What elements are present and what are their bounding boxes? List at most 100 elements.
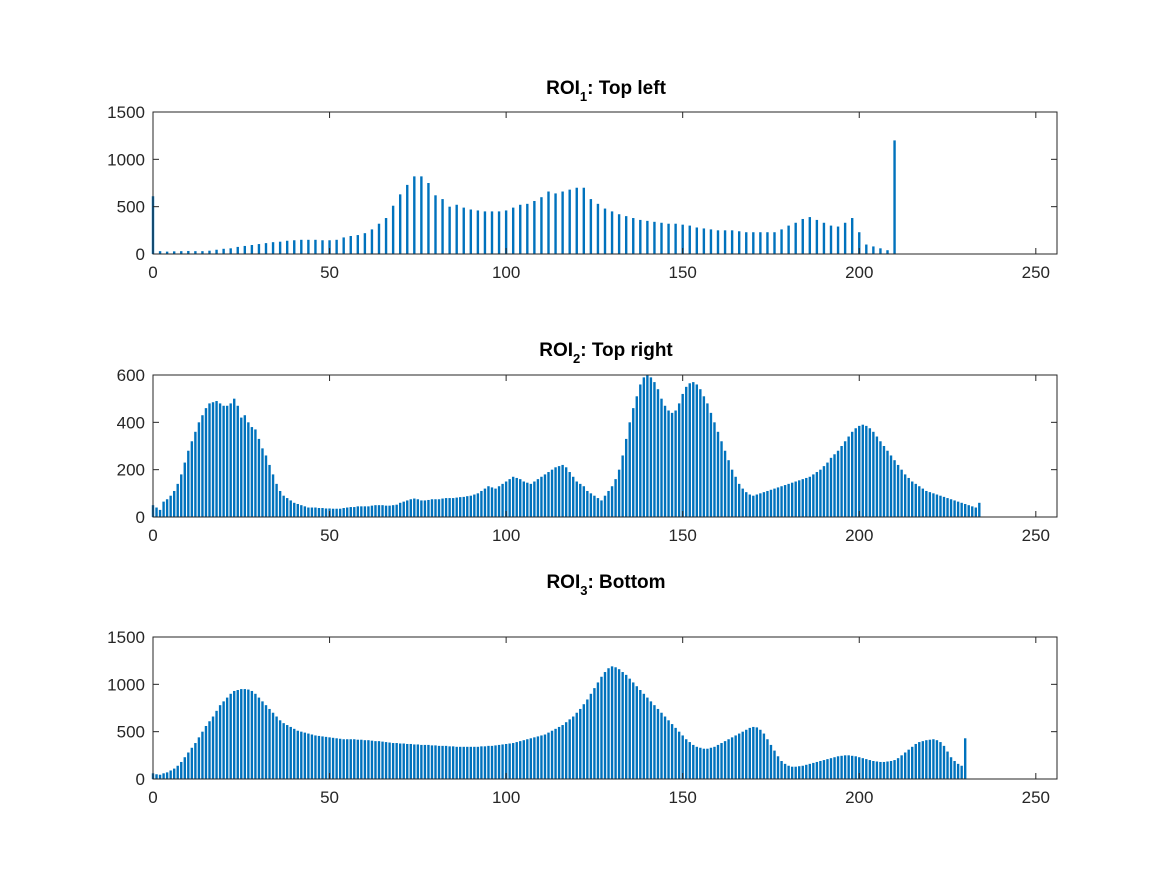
bar xyxy=(519,741,522,779)
bar xyxy=(745,232,748,254)
bar xyxy=(667,223,670,254)
bar xyxy=(610,666,614,779)
bar xyxy=(483,488,487,517)
bar xyxy=(261,448,264,517)
bar xyxy=(688,225,691,254)
bar xyxy=(568,719,571,779)
bar xyxy=(349,507,352,517)
bar xyxy=(543,734,547,779)
bar xyxy=(466,496,469,517)
bar xyxy=(808,763,812,779)
bar xyxy=(656,708,660,779)
bar xyxy=(172,251,176,254)
bar xyxy=(222,248,225,254)
bar xyxy=(730,230,734,254)
bar xyxy=(646,697,649,779)
bar xyxy=(434,499,437,517)
bar xyxy=(617,469,621,517)
bar xyxy=(338,508,342,517)
x-tick-label: 200 xyxy=(845,788,873,807)
bar xyxy=(794,766,797,779)
bar xyxy=(229,693,232,779)
bar xyxy=(681,224,684,254)
bar xyxy=(278,720,282,779)
bar xyxy=(893,760,896,779)
y-tick-label: 1000 xyxy=(107,675,145,694)
bar xyxy=(748,494,751,517)
bar xyxy=(427,183,430,254)
bar xyxy=(180,251,183,254)
bar xyxy=(582,187,586,254)
bar xyxy=(540,197,543,254)
bar xyxy=(932,739,935,779)
bar xyxy=(183,462,186,517)
y-tick-label: 200 xyxy=(117,461,145,480)
bar xyxy=(293,728,296,779)
x-tick-label: 50 xyxy=(320,526,339,545)
bar xyxy=(741,731,744,779)
x-tick-label: 250 xyxy=(1022,263,1050,282)
bar xyxy=(639,690,642,779)
bar xyxy=(377,505,381,517)
bar xyxy=(335,738,338,779)
bar xyxy=(903,752,907,779)
bar xyxy=(208,403,211,517)
bar xyxy=(310,507,314,517)
bar xyxy=(963,503,967,517)
bar xyxy=(730,469,734,517)
bar xyxy=(596,682,600,779)
bar xyxy=(801,479,804,517)
bar xyxy=(960,502,963,517)
bar xyxy=(473,494,476,517)
bar xyxy=(829,225,833,254)
bar xyxy=(441,498,444,517)
bar xyxy=(748,727,751,779)
bar xyxy=(363,740,367,779)
bar xyxy=(808,476,812,517)
bar xyxy=(370,740,374,779)
bar xyxy=(776,756,780,779)
bar xyxy=(914,483,917,517)
bar xyxy=(218,705,222,779)
bar xyxy=(303,506,307,517)
bar xyxy=(603,495,607,517)
bar xyxy=(727,739,730,779)
bar xyxy=(914,743,917,779)
bar xyxy=(540,735,543,779)
bar xyxy=(759,232,762,254)
bar xyxy=(653,221,656,254)
bar xyxy=(734,735,737,779)
bar xyxy=(896,758,900,779)
bar xyxy=(579,708,582,779)
bar xyxy=(180,761,183,779)
bar xyxy=(324,736,328,779)
bar xyxy=(307,239,310,254)
bar xyxy=(925,490,928,517)
bar xyxy=(444,745,448,779)
bar xyxy=(271,242,275,254)
bar xyxy=(162,501,165,517)
bar xyxy=(201,415,204,517)
bar xyxy=(932,493,935,517)
bar xyxy=(360,739,363,779)
bar xyxy=(398,502,402,517)
bar xyxy=(261,701,264,779)
bar xyxy=(780,761,783,779)
bar xyxy=(497,486,501,517)
bar xyxy=(741,488,744,517)
bar xyxy=(783,763,787,779)
bar xyxy=(564,467,568,517)
bar xyxy=(762,733,766,779)
bar xyxy=(250,245,254,254)
bar xyxy=(264,455,268,517)
bar xyxy=(190,747,194,779)
bar xyxy=(610,486,614,517)
bar xyxy=(737,483,741,517)
bar xyxy=(451,746,455,779)
bar xyxy=(321,508,324,517)
bar xyxy=(759,729,762,779)
bar xyxy=(462,496,465,517)
bar xyxy=(413,744,416,779)
subplot-2-title: ROI2: Top right xyxy=(539,340,673,366)
bar xyxy=(508,479,511,517)
